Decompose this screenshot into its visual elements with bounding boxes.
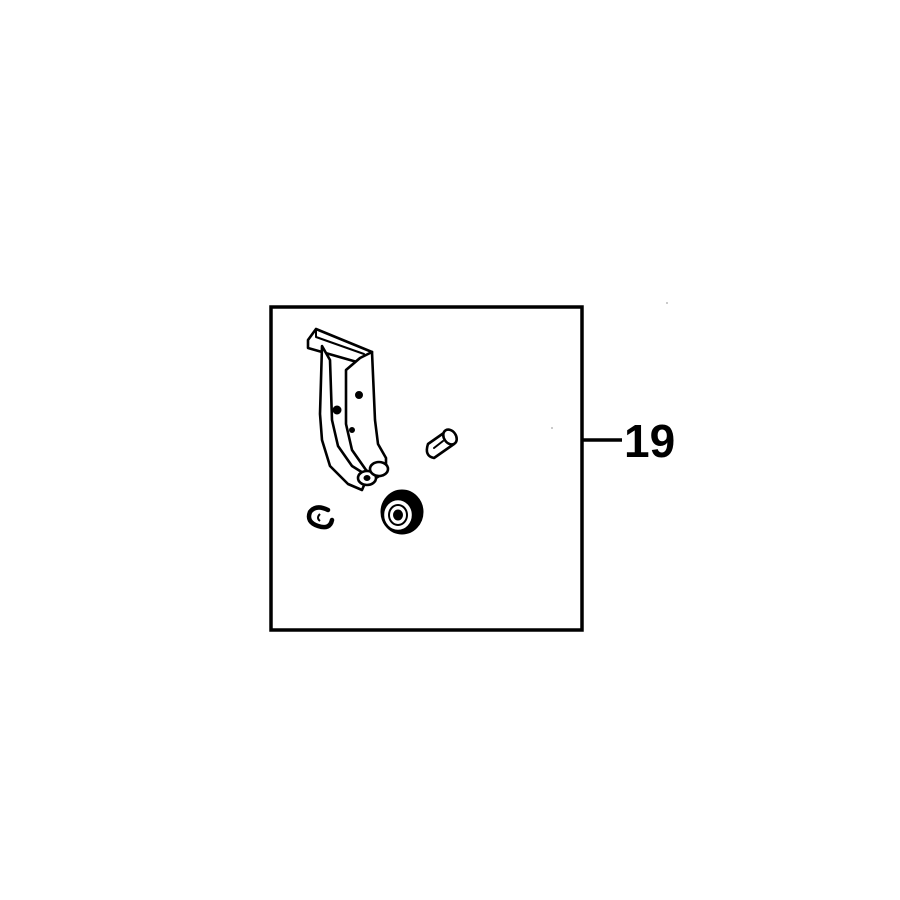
bearing-part <box>380 489 424 535</box>
kit-frame <box>269 305 584 632</box>
bracket-part <box>306 327 390 492</box>
pin-part <box>425 428 459 460</box>
speck <box>666 302 668 304</box>
speck <box>551 427 553 429</box>
callout-number: 19 <box>624 415 675 467</box>
circlip-part <box>306 505 335 530</box>
